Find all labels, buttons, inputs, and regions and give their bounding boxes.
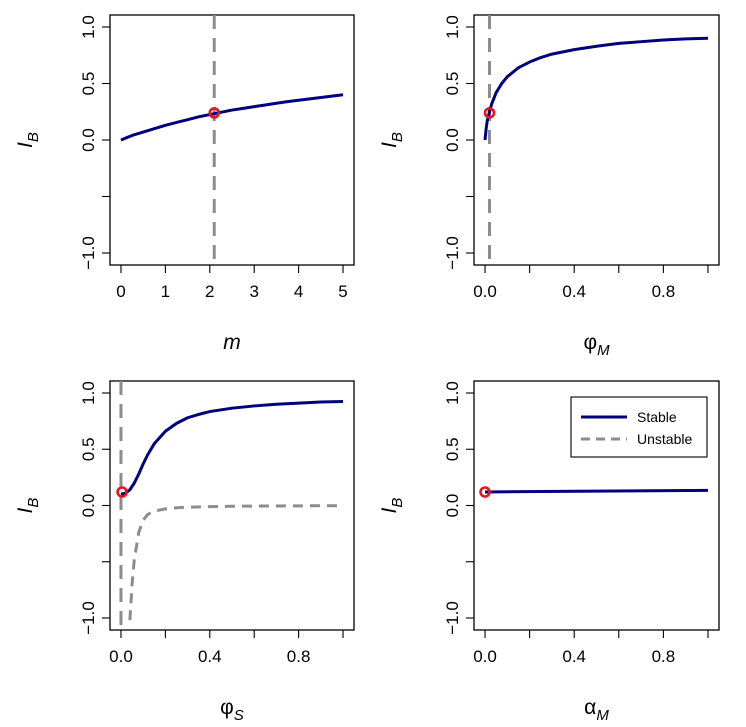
legend-box (570, 396, 708, 458)
x-tick-label: 0.0 (473, 647, 497, 666)
series-line-stable (120, 399, 344, 496)
series-line-stable (483, 36, 709, 141)
y-tick-label: −1.0 (79, 236, 98, 270)
series-line-stable (120, 93, 344, 142)
y-tick-label: −1.0 (443, 601, 462, 635)
data-layer (483, 15, 709, 265)
legend-label-unstable: Unstable (637, 431, 692, 447)
y-tick-label: 1.0 (79, 15, 98, 39)
x-axis-label: m (223, 331, 241, 354)
y-tick-label: 0.5 (79, 437, 98, 461)
y-tick-label: −1.0 (79, 601, 98, 635)
x-tick-label: 3 (249, 282, 258, 301)
y-tick-label: 0.5 (79, 72, 98, 96)
panel-4: 0.0 0.4 0.8 −1.0 0.0 0.5 1.0 IB αM Stable Unstable (378, 380, 720, 724)
plot-frame (473, 14, 720, 266)
x-tick-label: 4 (294, 282, 303, 301)
plot-frame (109, 14, 355, 266)
legend-label-stable: Stable (637, 409, 677, 425)
x-axis-label: φM (583, 331, 610, 359)
panel-2: 0.0 0.4 0.8 −1.0 0.0 0.5 1.0 IB φM (378, 14, 720, 359)
y-axis-label: IB (378, 132, 406, 148)
y-tick-label: 0.5 (443, 437, 462, 461)
y-axis-label: IB (14, 498, 42, 514)
x-tick-label: 0.0 (473, 282, 497, 301)
legend: Stable Unstable (570, 396, 708, 458)
x-tick-label: 0.8 (652, 282, 676, 301)
panel-1: 0 1 2 3 4 5 −1.0 0.0 0.5 1.0 IB m (14, 14, 355, 354)
y-tick-label: −1.0 (443, 236, 462, 270)
x-tick-label: 5 (338, 282, 347, 301)
x-tick-label: 0.4 (562, 647, 586, 666)
x-tick-label: 0.4 (198, 647, 222, 666)
y-axis-label: IB (14, 132, 42, 148)
data-layer (485, 488, 708, 494)
y-tick-label: 0.0 (443, 494, 462, 518)
y-tick-label: 0.5 (443, 72, 462, 96)
x-tick-label: 0.4 (562, 282, 586, 301)
x-tick-label: 0.8 (287, 647, 311, 666)
y-tick-label: 1.0 (79, 381, 98, 405)
x-tick-label: 1 (161, 282, 170, 301)
x-tick-label: 2 (205, 282, 214, 301)
x-tick-label: 0.0 (109, 647, 133, 666)
x-tick-label: 0.8 (652, 647, 676, 666)
y-tick-label: 0.0 (79, 128, 98, 152)
equilibrium-point (483, 107, 496, 119)
y-tick-label: 0.0 (443, 128, 462, 152)
equilibrium-point (479, 486, 491, 498)
series-line-stable (485, 488, 708, 494)
y-tick-label: 1.0 (443, 15, 462, 39)
equilibrium-point (116, 486, 128, 498)
series-line-unstable (128, 504, 344, 621)
x-tick-label: 0 (116, 282, 125, 301)
x-axis-label: φS (220, 696, 244, 724)
y-tick-label: 0.0 (79, 494, 98, 518)
data-layer (120, 15, 344, 265)
data-layer (119, 381, 344, 630)
x-axis-label: αM (584, 696, 609, 724)
equilibrium-point (208, 107, 221, 119)
panel-3: 0.0 0.4 0.8 −1.0 0.0 0.5 1.0 IB φS (14, 380, 355, 724)
y-tick-label: 1.0 (443, 381, 462, 405)
y-axis-label: IB (378, 498, 406, 514)
